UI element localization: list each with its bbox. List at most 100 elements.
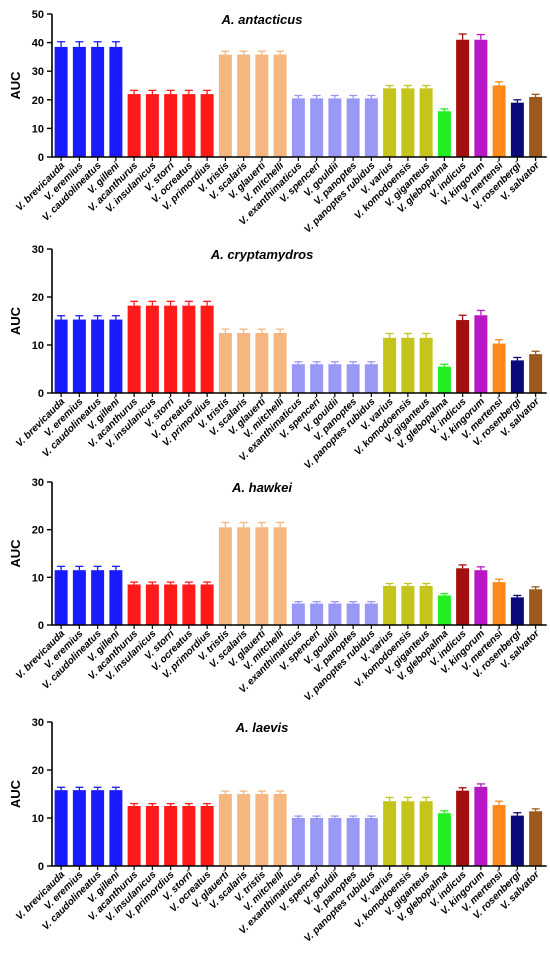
bar xyxy=(218,527,232,625)
bar xyxy=(91,319,105,393)
bar xyxy=(346,603,360,625)
bar xyxy=(529,96,543,157)
bar xyxy=(364,98,378,157)
bar xyxy=(91,570,105,625)
bar xyxy=(54,570,68,625)
bar xyxy=(328,98,342,157)
bar xyxy=(145,305,159,393)
bar xyxy=(437,111,451,157)
bar xyxy=(419,337,433,393)
bar xyxy=(401,337,415,393)
bar xyxy=(237,794,251,866)
bar xyxy=(237,527,251,625)
chart-title: A. cryptamydros xyxy=(210,247,314,262)
bar xyxy=(182,94,196,157)
y-axis-label: AUC xyxy=(8,779,23,808)
bar xyxy=(72,46,86,157)
bar xyxy=(127,584,141,625)
y-tick-label: 30 xyxy=(32,477,44,489)
y-tick-label: 10 xyxy=(32,572,44,584)
bar xyxy=(273,794,287,866)
bar xyxy=(127,94,141,157)
bar xyxy=(474,39,488,157)
bar xyxy=(255,527,269,625)
bar xyxy=(291,603,305,625)
bar xyxy=(182,584,196,625)
bar xyxy=(401,88,415,157)
bar xyxy=(200,806,214,866)
y-axis-label: AUC xyxy=(8,539,23,568)
bar xyxy=(218,333,232,393)
bar xyxy=(200,94,214,157)
y-tick-label: 10 xyxy=(32,340,44,352)
bar xyxy=(182,806,196,866)
y-tick-label: 20 xyxy=(32,95,44,107)
bar xyxy=(383,801,397,866)
bar xyxy=(164,94,178,157)
bar xyxy=(200,584,214,625)
bar xyxy=(419,88,433,157)
bar xyxy=(510,815,524,866)
bar xyxy=(273,333,287,393)
y-tick-label: 10 xyxy=(32,123,44,135)
bar xyxy=(310,818,324,866)
bar xyxy=(401,585,415,625)
bar xyxy=(54,790,68,866)
bar xyxy=(419,801,433,866)
bar xyxy=(492,805,506,866)
bar xyxy=(346,364,360,393)
y-tick-label: 20 xyxy=(32,525,44,537)
bar xyxy=(328,364,342,393)
bar xyxy=(456,320,470,393)
bar xyxy=(91,790,105,866)
bar xyxy=(383,337,397,393)
y-axis-label: AUC xyxy=(8,71,23,100)
y-tick-label: 30 xyxy=(32,717,44,729)
bar xyxy=(164,806,178,866)
bar xyxy=(510,597,524,625)
bar xyxy=(328,818,342,866)
bar xyxy=(492,343,506,393)
bar xyxy=(364,603,378,625)
y-tick-label: 30 xyxy=(32,244,44,256)
bar xyxy=(255,333,269,393)
bar xyxy=(401,801,415,866)
bar xyxy=(437,813,451,866)
bar xyxy=(109,570,123,625)
bar xyxy=(310,603,324,625)
y-tick-label: 0 xyxy=(38,152,44,164)
bar xyxy=(237,54,251,157)
bar xyxy=(529,589,543,625)
bar xyxy=(456,39,470,157)
bar xyxy=(419,585,433,625)
y-tick-label: 10 xyxy=(32,813,44,825)
bar xyxy=(164,305,178,393)
bar xyxy=(346,98,360,157)
bar xyxy=(127,305,141,393)
bar xyxy=(164,584,178,625)
bar xyxy=(474,786,488,866)
bar xyxy=(492,85,506,157)
bar xyxy=(437,595,451,625)
y-tick-label: 30 xyxy=(32,66,44,78)
bar xyxy=(72,319,86,393)
bar xyxy=(273,54,287,157)
bar xyxy=(291,364,305,393)
bar xyxy=(218,794,232,866)
bar xyxy=(529,354,543,393)
bar xyxy=(310,364,324,393)
bar xyxy=(437,366,451,393)
bar xyxy=(72,570,86,625)
bar xyxy=(237,333,251,393)
bar xyxy=(91,46,105,157)
chart-title: A. antacticus xyxy=(221,12,303,27)
bar xyxy=(310,98,324,157)
bar xyxy=(109,46,123,157)
bar xyxy=(200,305,214,393)
bar xyxy=(255,794,269,866)
bar xyxy=(127,806,141,866)
